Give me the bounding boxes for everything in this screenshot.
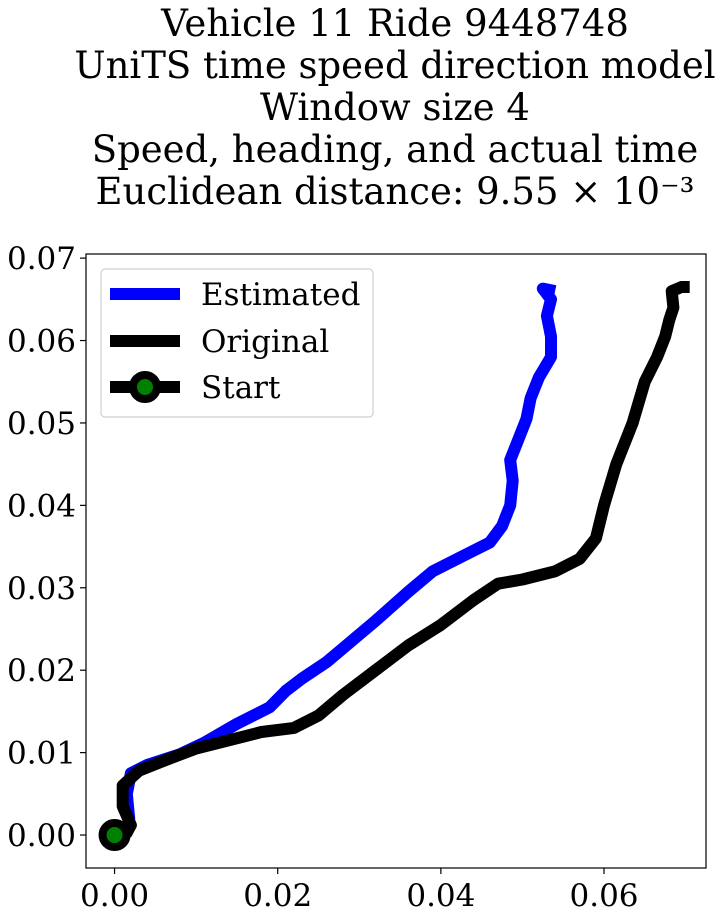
- y-axis: 0.00 0.01 0.02 0.03 0.04 0.05 0.06 0.07: [7, 241, 86, 854]
- series-line-original: [113, 281, 690, 841]
- y-tick-label: 0.02: [7, 653, 76, 689]
- legend-swatch-start-marker: [129, 371, 161, 403]
- start-marker: [98, 819, 131, 852]
- legend-box: [100, 268, 374, 418]
- y-tick-label: 0.03: [7, 571, 76, 607]
- chart-title: Vehicle 11 Ride 9448748 UniTS time speed…: [74, 2, 715, 213]
- title-line-3: Window size 4: [260, 86, 530, 129]
- x-tick-label: 0.04: [406, 878, 475, 914]
- y-tick-label: 0.07: [7, 241, 76, 277]
- title-line-4: Speed, heading, and actual time: [92, 128, 699, 171]
- title-line-2: UniTS time speed direction model: [74, 44, 715, 87]
- title-line-5: Euclidean distance: 9.55 × 10⁻³: [96, 170, 695, 213]
- series-layer: [113, 281, 690, 841]
- marker-layer: [98, 819, 131, 852]
- y-tick-label: 0.00: [7, 818, 76, 854]
- legend-label-original: Original: [201, 324, 329, 360]
- legend-label-start: Start: [201, 370, 281, 406]
- title-line-1: Vehicle 11 Ride 9448748: [160, 2, 629, 45]
- x-tick-label: 0.02: [243, 878, 312, 914]
- x-tick-label: 0.06: [570, 878, 639, 914]
- plot-frame: [85, 253, 707, 869]
- legend-label-estimated: Estimated: [201, 277, 360, 313]
- y-tick-label: 0.05: [7, 406, 76, 442]
- legend: Estimated Original Start: [100, 268, 374, 418]
- x-tick-label: 0.00: [80, 878, 149, 914]
- x-axis: 0.00 0.02 0.04 0.06: [80, 868, 639, 914]
- y-tick-label: 0.06: [7, 324, 76, 360]
- y-tick-label: 0.04: [7, 488, 76, 524]
- y-tick-label: 0.01: [7, 736, 76, 772]
